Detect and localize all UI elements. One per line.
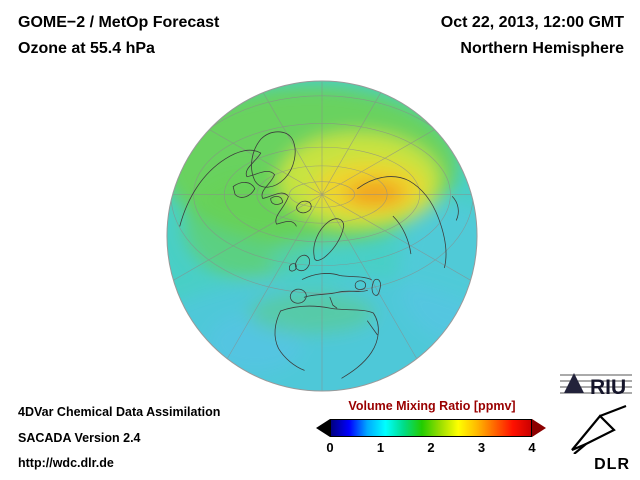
dlr-logo: DLR xyxy=(568,404,632,474)
riu-label: RIU xyxy=(590,376,626,399)
tick-label: 0 xyxy=(326,440,334,455)
coastlines xyxy=(179,131,459,379)
credit-url: http://wdc.dlr.de xyxy=(18,456,114,470)
colorbar: Volume Mixing Ratio [ppmv] 0 1 2 3 4 xyxy=(316,399,548,458)
region-label: Northern Hemisphere xyxy=(460,40,624,57)
riu-logo: RIU xyxy=(560,367,632,401)
colorbar-row xyxy=(316,419,548,437)
dlr-label: DLR xyxy=(594,456,630,473)
riu-logo-graphic: RIU xyxy=(560,373,632,399)
riu-peak-icon xyxy=(564,373,584,393)
tick-label: 2 xyxy=(427,440,435,455)
credit-assimilation: 4DVar Chemical Data Assimilation xyxy=(18,405,221,419)
globe-map xyxy=(164,78,480,394)
dlr-swoosh-icon xyxy=(571,404,627,455)
credits: 4DVar Chemical Data Assimilation SACADA … xyxy=(18,400,220,477)
globe-svg xyxy=(166,80,478,392)
globe-limb xyxy=(166,80,478,392)
colorbar-under-arrow xyxy=(316,419,330,437)
header-left: GOME−2 / MetOp Forecast Ozone at 55.4 hP… xyxy=(18,10,219,62)
datetime-label: Oct 22, 2013, 12:00 GMT xyxy=(440,14,624,31)
tick-label: 4 xyxy=(528,440,536,455)
header-right: Oct 22, 2013, 12:00 GMT Northern Hemisph… xyxy=(441,10,624,62)
tick-label: 3 xyxy=(477,440,486,455)
colorbar-over-arrow xyxy=(532,419,546,437)
tick-label: 1 xyxy=(376,440,385,455)
level-subtitle: Ozone at 55.4 hPa xyxy=(18,40,155,57)
product-title: GOME−2 / MetOp Forecast xyxy=(18,14,220,31)
credit-version: SACADA Version 2.4 xyxy=(18,430,141,445)
colorbar-title: Volume Mixing Ratio [ppmv] xyxy=(348,399,516,413)
colorbar-gradient xyxy=(330,419,532,437)
colorbar-ticks: 0 1 2 3 4 xyxy=(326,440,536,458)
